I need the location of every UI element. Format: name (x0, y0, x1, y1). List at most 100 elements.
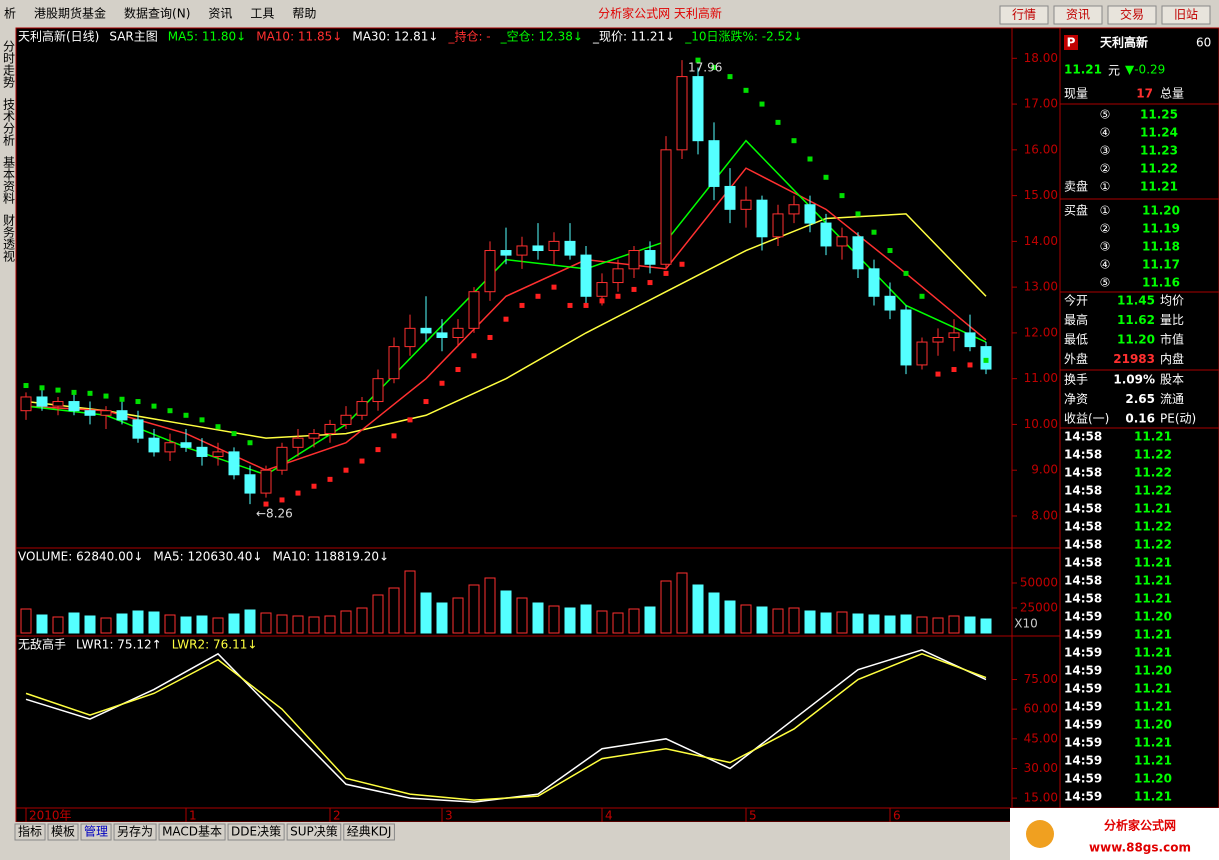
candle-body (324, 423, 336, 435)
tick-price: 11.20 (1134, 610, 1172, 624)
bottom-tab[interactable]: 经典KDJ (347, 825, 392, 839)
tick-time: 14:59 (1064, 628, 1102, 642)
stat-value: 0.16 (1125, 412, 1155, 426)
legend-item: MA30: 12.81↓ (352, 30, 438, 44)
y-tick-label: 75.00 (1024, 672, 1058, 686)
volume-bar (20, 608, 32, 634)
menu-item[interactable]: 析 (4, 7, 16, 21)
tick-price: 11.21 (1134, 502, 1172, 516)
candle-body (20, 396, 32, 412)
side-tab[interactable]: 分时走势 (2, 40, 16, 88)
tick-time: 14:58 (1064, 484, 1102, 498)
bottom-tab[interactable]: DDE决策 (231, 825, 281, 839)
menu-button[interactable]: 资讯 (1066, 8, 1090, 22)
date-label: 1 (189, 809, 197, 823)
tick-time: 14:59 (1064, 718, 1102, 732)
tick-price: 11.21 (1134, 682, 1172, 696)
tick-time: 14:59 (1064, 700, 1102, 714)
volume-bar (276, 614, 288, 634)
stock-code: 60 (1196, 36, 1211, 50)
menu-title: 分析家公式网 天利高新 (598, 6, 722, 21)
volume-bar (228, 613, 240, 634)
candle-body (308, 433, 320, 439)
legend-item: _现价: 11.21↓ (592, 30, 675, 44)
volume-bar (612, 612, 624, 634)
candle-body (740, 199, 752, 210)
tick-time: 14:59 (1064, 682, 1102, 696)
unit-label: X10 (1014, 617, 1038, 631)
menu-item[interactable]: 港股期货基金 (34, 6, 106, 21)
side-tab[interactable]: 财务透视 (2, 214, 16, 262)
legend-item: 天利高新(日线) (18, 29, 99, 44)
volume-bar (964, 616, 976, 634)
tick-price: 11.21 (1134, 556, 1172, 570)
volume-bar (676, 572, 688, 634)
stat-label: 均价 (1160, 294, 1184, 308)
candle-body (244, 474, 256, 494)
date-axis (15, 807, 1061, 823)
level: ③ (1100, 240, 1111, 254)
tick-time: 14:58 (1064, 520, 1102, 534)
menu-item[interactable]: 资讯 (208, 7, 232, 21)
volume-bar (484, 577, 496, 634)
sar-dot (439, 380, 445, 386)
tab-frame (343, 823, 395, 841)
sar-dot (327, 476, 333, 482)
sar-dot (535, 293, 541, 299)
bid-price: 11.18 (1142, 240, 1180, 254)
sar-dot (887, 248, 893, 254)
sar-dot (695, 57, 701, 63)
bottom-tab[interactable]: SUP决策 (290, 825, 338, 839)
volume-bar (372, 594, 384, 634)
indicator-line (25, 653, 987, 801)
bottom-tab[interactable]: MACD基本 (162, 825, 222, 839)
button-frame (1161, 5, 1211, 25)
menu-button[interactable]: 旧站 (1174, 8, 1198, 22)
sar-dot (423, 399, 429, 405)
candle-body (452, 327, 464, 338)
sar-dot (839, 193, 845, 199)
legend-item: LWR2: 76.11↓ (172, 638, 258, 652)
side-tab[interactable]: 技术分析 (2, 98, 16, 147)
candle-body (292, 437, 304, 448)
menu-button[interactable]: 交易 (1120, 7, 1144, 22)
candle-body (52, 401, 64, 407)
sar-dot (263, 501, 269, 507)
volume-bar (820, 612, 832, 634)
date-label: 2010年 (29, 809, 72, 823)
sar-dot (183, 412, 189, 418)
volume-bar (708, 592, 720, 634)
candle-body (964, 332, 976, 348)
sar-dot (983, 357, 989, 363)
sar-dot (215, 424, 221, 430)
button-frame (999, 5, 1049, 25)
stat-label: PE(动) (1160, 412, 1196, 426)
menu-item[interactable]: 数据查询(N) (124, 6, 190, 21)
volume-bar (724, 600, 736, 634)
side-tab[interactable]: 基本资料 (2, 156, 16, 204)
bottom-tab[interactable]: 指标 (18, 824, 42, 839)
volume-bar (100, 617, 112, 634)
button-frame (1107, 5, 1157, 25)
y-tick-label: 16.00 (1024, 142, 1058, 156)
stat-label: 最高 (1064, 312, 1088, 327)
tick-price: 11.22 (1134, 484, 1172, 498)
button-frame (1053, 5, 1103, 25)
book-title: 买盘 (1064, 203, 1088, 218)
menu-item[interactable]: 工具 (250, 7, 274, 21)
volume-bar (244, 609, 256, 634)
bottom-tab[interactable]: 另存为 (117, 825, 153, 839)
menu-button[interactable]: 行情 (1012, 8, 1036, 22)
ask-price: 11.24 (1140, 126, 1178, 140)
y-tick-label: 50000 (1020, 576, 1058, 590)
stat-value: 11.20 (1117, 333, 1155, 347)
bottom-tab[interactable]: 管理 (84, 824, 108, 839)
menu-item[interactable]: 帮助 (292, 7, 316, 21)
date-label: 2 (333, 809, 341, 823)
stat-label: 净资 (1064, 392, 1088, 406)
book-title: 卖盘 (1064, 179, 1088, 194)
bottom-tab[interactable]: 模板 (51, 825, 75, 839)
candle-body (356, 401, 368, 416)
tick-time: 14:58 (1064, 538, 1102, 552)
